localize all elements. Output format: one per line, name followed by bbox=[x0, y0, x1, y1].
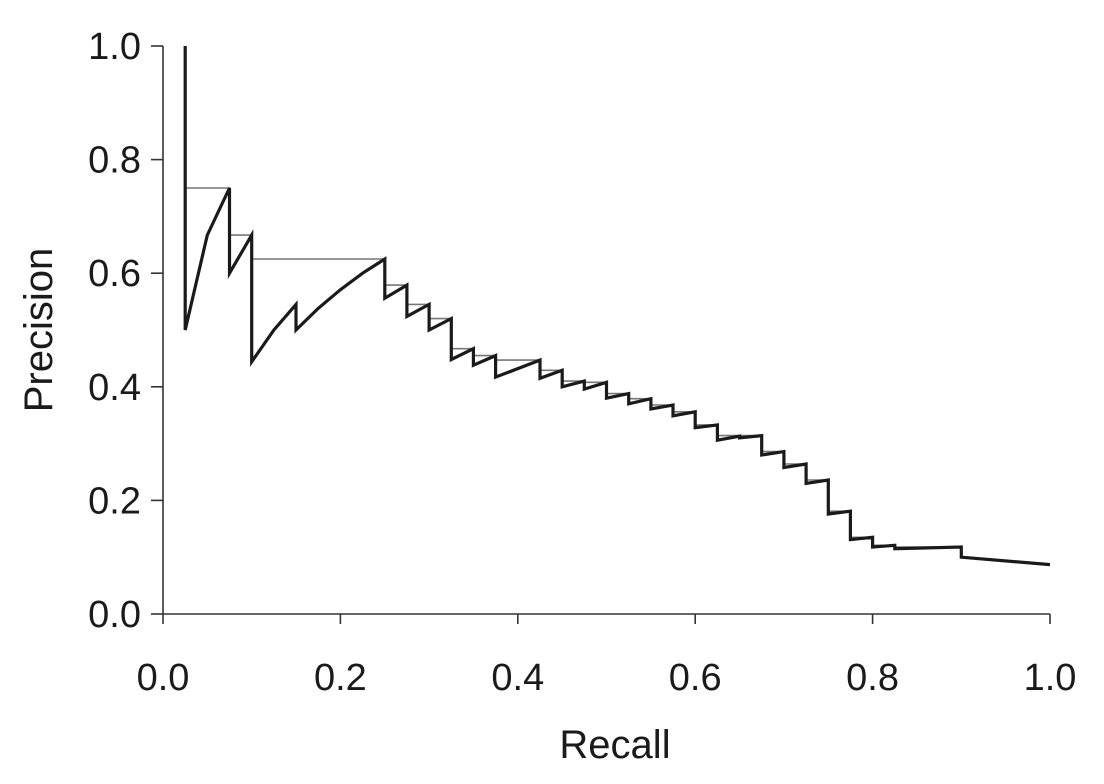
x-tick-label: 0.0 bbox=[137, 657, 190, 699]
x-tick-label: 1.0 bbox=[1024, 657, 1077, 699]
y-tick-label: 1.0 bbox=[88, 26, 141, 68]
tick-layer: 0.0 0.2 0.4 0.6 0.8 1.0 0.0 0.2 0.4 0.6 0.8 1.0 bbox=[88, 26, 1076, 699]
x-axis-label: Recall bbox=[559, 723, 670, 767]
series-layer bbox=[183, 46, 1051, 567]
precision-line bbox=[183, 46, 1051, 567]
y-tick-label: 0.0 bbox=[88, 594, 141, 636]
x-tick-label: 0.2 bbox=[314, 657, 367, 699]
axes bbox=[162, 46, 1050, 615]
x-tick-label: 0.6 bbox=[669, 657, 722, 699]
interpolated-precision-line bbox=[184, 46, 1051, 566]
y-tick-label: 0.6 bbox=[88, 253, 141, 295]
y-tick-label: 0.8 bbox=[88, 140, 141, 182]
x-tick-label: 0.4 bbox=[491, 657, 544, 699]
y-axis-label: Precision bbox=[17, 248, 61, 413]
x-tick-label: 0.8 bbox=[846, 657, 899, 699]
y-tick-label: 0.4 bbox=[88, 367, 141, 409]
y-tick-label: 0.2 bbox=[88, 480, 141, 522]
